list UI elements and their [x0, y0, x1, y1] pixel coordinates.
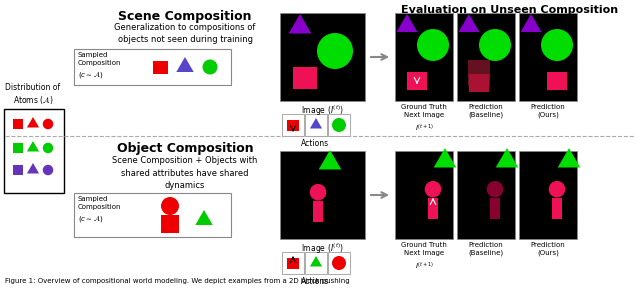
Circle shape: [43, 143, 53, 153]
Polygon shape: [27, 141, 39, 152]
Bar: [457, 13, 515, 101]
Bar: [152, 61, 168, 74]
Text: Image ($I^{(t)}$): Image ($I^{(t)}$): [301, 242, 344, 256]
Text: Prediction
(Ours): Prediction (Ours): [531, 242, 565, 256]
Bar: [552, 198, 562, 219]
Bar: [490, 198, 500, 219]
Text: Sampled
Composition
$(c \sim \mathcal{A})$: Sampled Composition $(c \sim \mathcal{A}…: [78, 196, 122, 224]
Polygon shape: [289, 14, 311, 33]
Bar: [282, 114, 304, 136]
Circle shape: [332, 256, 346, 270]
Bar: [280, 151, 365, 239]
Text: Sampled
Composition
$(c \sim \mathcal{A})$: Sampled Composition $(c \sim \mathcal{A}…: [78, 52, 122, 80]
Polygon shape: [458, 14, 479, 32]
Text: Prediction
(Baseline): Prediction (Baseline): [468, 242, 504, 256]
Circle shape: [487, 181, 503, 198]
Text: Scene Composition: Scene Composition: [118, 10, 252, 23]
Bar: [395, 151, 453, 239]
Text: Evaluation on Unseen Composition: Evaluation on Unseen Composition: [401, 5, 619, 15]
Polygon shape: [319, 150, 341, 169]
Polygon shape: [434, 148, 456, 168]
Text: Scene Composition + Objects with
shared attributes have shared
dynamics: Scene Composition + Objects with shared …: [112, 156, 258, 190]
Bar: [328, 252, 350, 274]
Circle shape: [310, 184, 326, 200]
Polygon shape: [397, 14, 417, 32]
Bar: [287, 120, 299, 131]
Bar: [161, 215, 179, 233]
Bar: [13, 166, 23, 175]
Bar: [407, 72, 427, 90]
Circle shape: [417, 29, 449, 61]
Bar: [313, 201, 323, 222]
FancyBboxPatch shape: [4, 109, 64, 193]
Text: Ground Truth
Next Image
$I^{(t+1)}$: Ground Truth Next Image $I^{(t+1)}$: [401, 104, 447, 133]
Bar: [13, 143, 23, 152]
Bar: [457, 151, 515, 239]
Text: Prediction
(Ours): Prediction (Ours): [531, 104, 565, 118]
Circle shape: [43, 165, 53, 175]
Bar: [282, 252, 304, 274]
Circle shape: [202, 59, 218, 74]
Polygon shape: [557, 148, 580, 168]
Polygon shape: [176, 57, 194, 72]
Text: Distribution of
Atoms ($\mathcal{A}$): Distribution of Atoms ($\mathcal{A}$): [5, 83, 61, 106]
Text: Image ($I^{(t)}$): Image ($I^{(t)}$): [301, 104, 344, 118]
Bar: [280, 13, 365, 101]
Text: Figure 1: Overview of compositional world modeling. We depict examples from a 2D: Figure 1: Overview of compositional worl…: [5, 278, 349, 284]
Bar: [13, 119, 23, 129]
FancyBboxPatch shape: [74, 49, 231, 85]
Polygon shape: [310, 256, 322, 267]
Polygon shape: [496, 148, 518, 168]
Bar: [428, 198, 438, 219]
Circle shape: [541, 29, 573, 61]
Text: Object Composition: Object Composition: [116, 142, 253, 155]
Circle shape: [425, 181, 442, 198]
FancyBboxPatch shape: [74, 193, 231, 237]
Bar: [468, 60, 490, 86]
Bar: [519, 151, 577, 239]
Bar: [305, 252, 327, 274]
Circle shape: [43, 119, 53, 129]
Polygon shape: [27, 117, 39, 127]
Text: Generalization to compositions of
objects not seen during training: Generalization to compositions of object…: [115, 23, 256, 45]
Circle shape: [161, 197, 179, 215]
Circle shape: [548, 181, 565, 198]
Bar: [287, 258, 299, 269]
Polygon shape: [310, 118, 322, 129]
Circle shape: [317, 33, 353, 69]
Polygon shape: [195, 210, 212, 225]
Bar: [547, 72, 567, 90]
Text: Actions: Actions: [301, 139, 329, 148]
Polygon shape: [27, 163, 39, 173]
Text: Actions: Actions: [301, 277, 329, 286]
Bar: [395, 13, 453, 101]
Bar: [469, 74, 489, 92]
Bar: [328, 114, 350, 136]
Text: Ground Truth
Next Image
$I^{(t+1)}$: Ground Truth Next Image $I^{(t+1)}$: [401, 242, 447, 271]
Circle shape: [479, 29, 511, 61]
Bar: [293, 67, 317, 89]
Text: Prediction
(Baseline): Prediction (Baseline): [468, 104, 504, 118]
Circle shape: [332, 118, 346, 132]
Bar: [519, 13, 577, 101]
Polygon shape: [520, 14, 541, 32]
Bar: [305, 114, 327, 136]
